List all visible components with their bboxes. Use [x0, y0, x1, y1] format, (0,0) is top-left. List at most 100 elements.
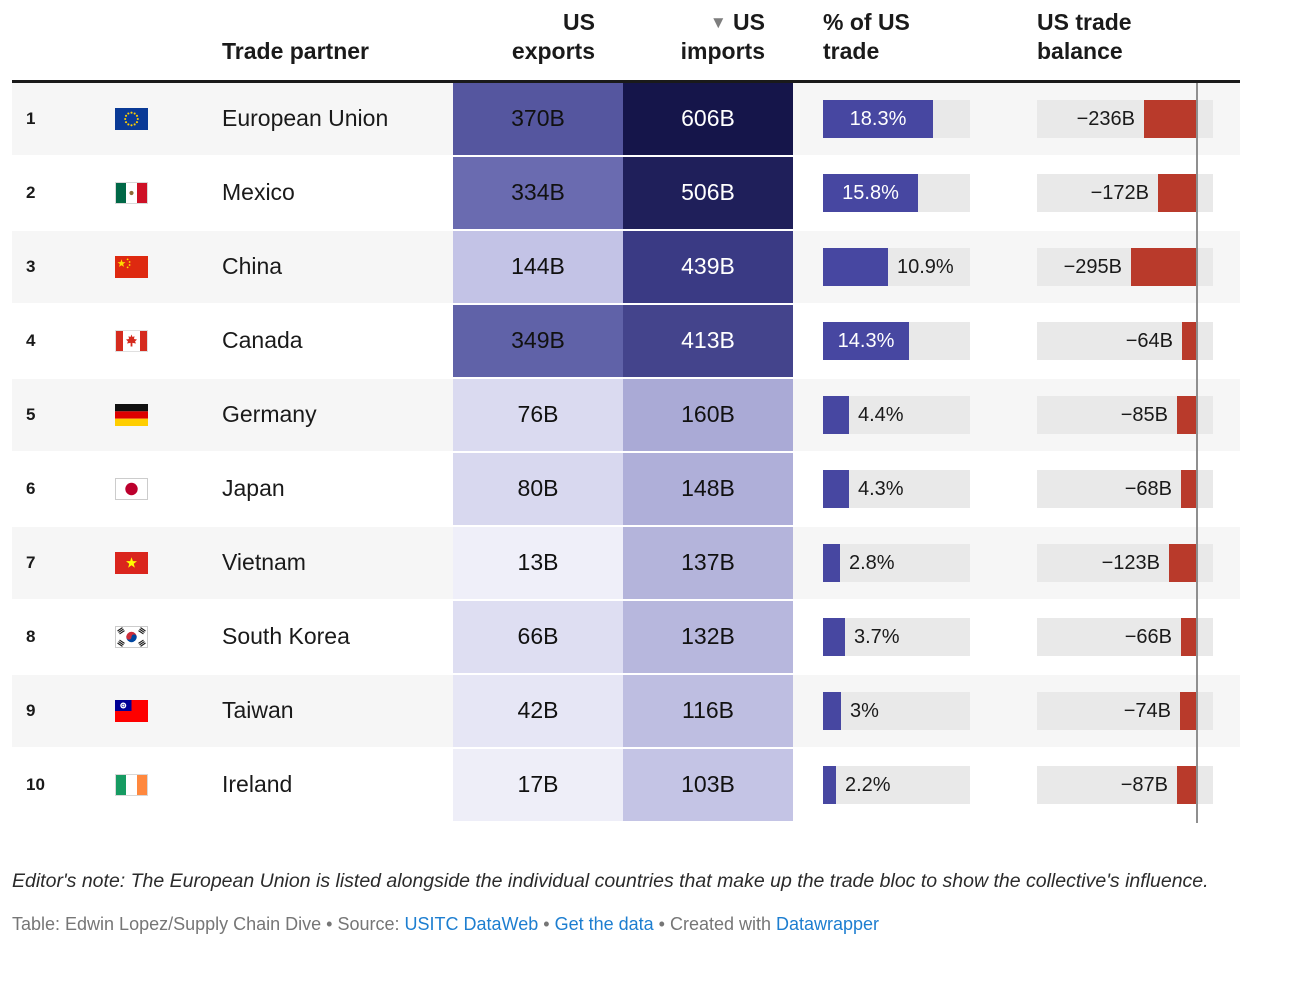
eu-flag-icon [115, 107, 148, 130]
pct-bar [823, 543, 840, 582]
us-imports-cell: 137B [623, 526, 793, 599]
balance-label: −68B [1124, 477, 1172, 500]
balance-track: −87B [1037, 765, 1213, 804]
rank-label: 7 [26, 552, 36, 572]
partner-name: European Union [222, 105, 389, 132]
pct-track: 14.3% [823, 321, 970, 360]
pct-bar [823, 617, 845, 656]
pct-bar [823, 395, 849, 434]
table-row: 10 Ireland 17B 103B 2.2% −87B [12, 748, 1240, 823]
us-trade-balance-header[interactable]: US trade balance [1010, 8, 1240, 66]
table-row: 3 China 144B 439B 10.9% −295B [12, 230, 1240, 305]
credit-separator: • [538, 914, 555, 935]
us-exports-cell: 334B [453, 156, 623, 229]
table-row: 9 Taiwan 42B 116B 3% −74B [12, 674, 1240, 749]
cn-flag-icon [115, 255, 148, 278]
pct-track: 18.3% [823, 99, 970, 138]
pct-of-us-trade-header[interactable]: % of US trade [793, 8, 1010, 66]
pct-track: 2.8% [823, 543, 970, 582]
rank-label: 4 [26, 330, 36, 350]
rank-label: 10 [26, 774, 45, 794]
pct-bar [823, 469, 849, 508]
trade-partner-header-label: Trade partner [222, 37, 369, 64]
balance-bar [1158, 173, 1196, 212]
table-row: 6 Japan 80B 148B 4.3% −68B [12, 452, 1240, 527]
kr-flag-icon [115, 625, 148, 648]
rank-label: 9 [26, 700, 36, 720]
us-imports-header[interactable]: ▼ US imports [623, 8, 793, 66]
us-imports-cell: 160B [623, 378, 793, 451]
table-row: 7 Vietnam 13B 137B 2.8% −123B [12, 526, 1240, 601]
pct-bar [823, 99, 933, 138]
us-exports-cell: 42B [453, 674, 623, 747]
balance-label: −85B [1120, 403, 1168, 426]
datawrapper-link[interactable]: Datawrapper [776, 914, 880, 935]
us-exports-cell: 144B [453, 230, 623, 303]
rank-label: 5 [26, 404, 36, 424]
us-imports-cell: 506B [623, 156, 793, 229]
us-imports-cell: 439B [623, 230, 793, 303]
balance-track: −85B [1037, 395, 1213, 434]
balance-track: −123B [1037, 543, 1213, 582]
table-header: Trade partner US exports ▼ US imports % … [12, 8, 1240, 83]
pct-label: 2.2% [845, 773, 891, 796]
balance-track: −68B [1037, 469, 1213, 508]
source-link[interactable]: USITC DataWeb [404, 914, 539, 935]
pct-track: 4.4% [823, 395, 970, 434]
balance-bar [1177, 395, 1196, 434]
rank-label: 8 [26, 626, 36, 646]
us-imports-cell: 116B [623, 674, 793, 747]
balance-track: −74B [1037, 691, 1213, 730]
balance-bar [1180, 691, 1196, 730]
rank-label: 6 [26, 478, 36, 498]
us-exports-cell: 370B [453, 82, 623, 155]
balance-label: −87B [1120, 773, 1168, 796]
partner-name: Canada [222, 327, 303, 354]
editors-note: Editor's note: The European Union is lis… [12, 869, 1209, 892]
partner-name: Mexico [222, 179, 295, 206]
balance-label: −236B [1076, 107, 1135, 130]
table-row: 1 European Union 370B 606B 18.3% −236B [12, 82, 1240, 157]
pct-label: 4.4% [858, 403, 904, 426]
partner-name: South Korea [222, 623, 350, 650]
balance-label: −64B [1125, 329, 1173, 352]
pct-bar [823, 691, 841, 730]
balance-bar [1169, 543, 1196, 582]
balance-bar [1131, 247, 1196, 286]
credit-line: Table: Edwin Lopez/Supply Chain Dive • S… [12, 914, 1240, 935]
pct-label: 2.8% [849, 551, 895, 574]
pct-track: 15.8% [823, 173, 970, 212]
partner-name: China [222, 253, 283, 280]
pct-of-us-trade-header-label: % of US trade [823, 9, 910, 64]
us-exports-header[interactable]: US exports [453, 8, 623, 66]
rank-label: 1 [26, 108, 36, 128]
table-row: 5 Germany 76B 160B 4.4% −85B [12, 378, 1240, 453]
balance-track: −66B [1037, 617, 1213, 656]
us-exports-cell: 80B [453, 452, 623, 525]
us-exports-cell: 66B [453, 600, 623, 673]
trade-table: Trade partner US exports ▼ US imports % … [12, 8, 1240, 935]
us-exports-header-label: US exports [511, 9, 595, 64]
balance-label: −172B [1090, 181, 1149, 204]
balance-track: −236B [1037, 99, 1213, 138]
partner-name: Japan [222, 475, 285, 502]
balance-track: −172B [1037, 173, 1213, 212]
pct-label: 10.9% [897, 255, 954, 278]
balance-bar [1181, 469, 1196, 508]
us-exports-cell: 76B [453, 378, 623, 451]
us-exports-cell: 13B [453, 526, 623, 599]
us-exports-cell: 17B [453, 748, 623, 821]
pct-label: 14.3% [837, 329, 895, 352]
get-the-data-link[interactable]: Get the data [554, 914, 654, 935]
balance-label: −295B [1063, 255, 1122, 278]
vn-flag-icon [115, 551, 148, 574]
jp-flag-icon [115, 477, 148, 500]
credit-prefix: Table: Edwin Lopez/Supply Chain Dive • S… [12, 914, 405, 935]
sort-descending-icon: ▼ [709, 13, 727, 32]
pct-bar [823, 173, 918, 212]
balance-label: −123B [1101, 551, 1160, 574]
table-body: 1 European Union 370B 606B 18.3% −236B 2… [12, 82, 1240, 823]
partner-name: Germany [222, 401, 317, 428]
pct-label: 3.7% [854, 625, 900, 648]
us-imports-cell: 103B [623, 748, 793, 821]
